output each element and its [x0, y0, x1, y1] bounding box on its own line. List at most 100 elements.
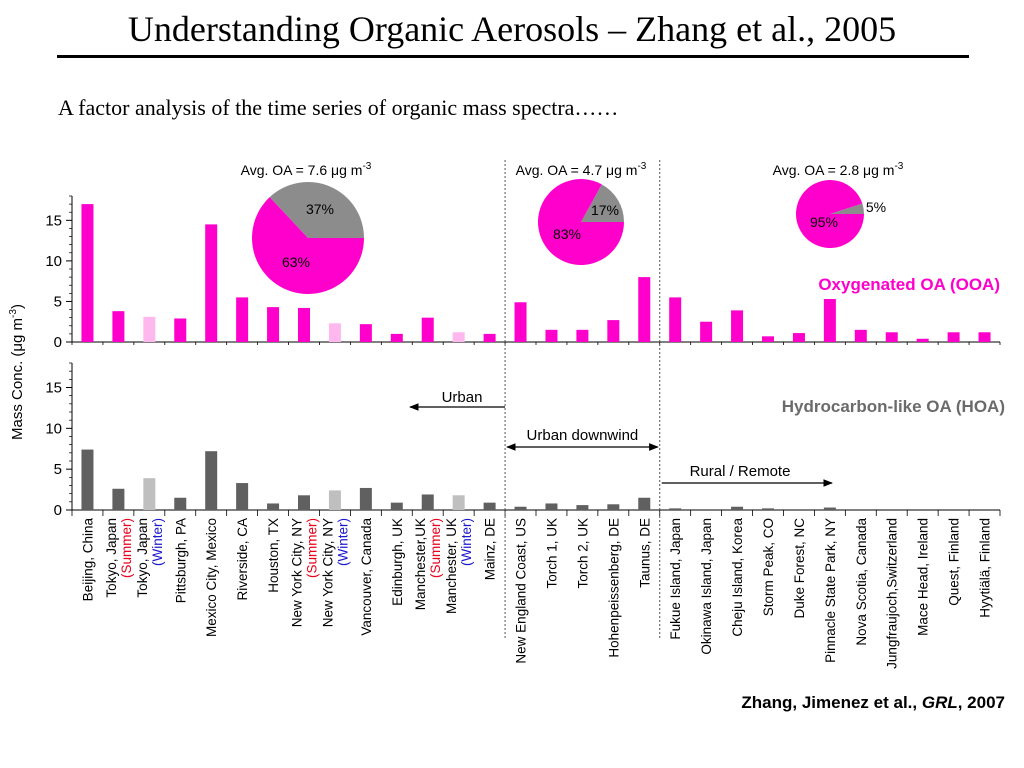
- ooa-bar: [576, 329, 589, 342]
- hoa-bar: [638, 497, 651, 510]
- category-label: Torch 2, UK: [575, 518, 590, 589]
- hoa-bar: [236, 483, 249, 510]
- hoa-y-tick-label: 5: [54, 461, 62, 478]
- urban-label: Urban: [442, 389, 483, 406]
- ooa-bar: [359, 324, 372, 342]
- category-label: Quest, Finland: [947, 518, 962, 606]
- ooa-y-tick-label: 10: [45, 253, 62, 270]
- ooa-bar: [236, 297, 249, 342]
- hoa-bar: [359, 487, 372, 510]
- pie-slice: [796, 179, 864, 248]
- hoa-bar: [205, 451, 218, 510]
- ooa-bar: [885, 332, 898, 342]
- hoa-bar: [143, 478, 156, 510]
- category-label: Storm Peak, CO: [761, 518, 776, 616]
- hoa-bar: [452, 495, 465, 510]
- hoa-bar: [669, 508, 682, 510]
- hoa-bar: [390, 502, 403, 510]
- hoa-bar: [762, 508, 774, 510]
- ooa-bar: [762, 336, 774, 342]
- hoa-bar: [328, 490, 341, 510]
- category-label: Okinawa Island, Japan: [699, 518, 714, 655]
- pie-title: Avg. OA = 4.7 μg m-3: [516, 161, 647, 178]
- ooa-bar: [328, 323, 341, 342]
- category-label: Hyytiälä, Finland: [978, 518, 993, 618]
- category-label: (Winter): [459, 518, 474, 566]
- pie-slice-label: 63%: [282, 254, 310, 270]
- category-label: Edinburgh, UK: [390, 518, 405, 606]
- category-label: (Winter): [150, 518, 165, 566]
- ooa-bar: [731, 310, 744, 342]
- ooa-bar: [669, 297, 682, 342]
- ooa-bar: [823, 299, 836, 342]
- hoa-series-label: Hydrocarbon-like OA (HOA): [782, 397, 1005, 416]
- ooa-bar: [452, 332, 465, 342]
- category-label: Hohenpeissenberg, DE: [606, 518, 621, 658]
- pie-slice: [269, 182, 364, 238]
- category-label: (Summer): [428, 518, 443, 578]
- hoa-bar: [607, 504, 620, 510]
- ooa-bar: [792, 333, 805, 342]
- hoa-bar: [421, 494, 434, 510]
- ooa-y-tick-label: 15: [45, 212, 62, 229]
- ooa-bar: [205, 224, 218, 342]
- rural-remote-label: Rural / Remote: [690, 463, 791, 480]
- pie-slice: [538, 179, 624, 266]
- ooa-bar: [947, 332, 960, 342]
- ooa-bar: [81, 204, 94, 342]
- ooa-series-label: Oxygenated OA (OOA): [818, 275, 1000, 294]
- category-label: Torch 1, UK: [544, 518, 559, 589]
- category-label: Manchester,UK: [413, 518, 428, 610]
- category-label: Beijing, China: [80, 518, 95, 602]
- hoa-y-tick-label: 15: [45, 380, 62, 397]
- pie-slice-label: 83%: [553, 226, 581, 242]
- ooa-bar: [174, 318, 187, 342]
- category-label: (Summer): [305, 518, 320, 578]
- hoa-bar: [576, 505, 589, 510]
- urban-downwind-label: Urban downwind: [527, 427, 639, 444]
- category-label: Cheju Island, Korea: [730, 518, 745, 637]
- hoa-bar: [483, 502, 496, 510]
- category-label: Manchester, UK: [444, 518, 459, 614]
- ooa-bar: [143, 316, 156, 342]
- hoa-bar: [81, 449, 94, 510]
- category-label: Riverside, CA: [235, 518, 250, 601]
- hoa-y-tick-label: 0: [54, 502, 62, 519]
- pie-slice: [581, 184, 624, 222]
- pie-title: Avg. OA = 2.8 μg m-3: [773, 161, 904, 178]
- ooa-bar: [421, 317, 434, 342]
- hoa-bar: [731, 506, 744, 510]
- category-label: Duke Forest, NC: [792, 518, 807, 619]
- slide-title: Understanding Organic Aerosols – Zhang e…: [127, 9, 897, 49]
- ooa-bar: [267, 307, 280, 342]
- hoa-bar: [298, 495, 310, 510]
- category-label: New York City, NY: [320, 518, 335, 627]
- hoa-y-tick-label: 10: [45, 420, 62, 437]
- category-label: Tokyo, Japan: [104, 518, 119, 598]
- category-label: Fukue Island, Japan: [668, 518, 683, 640]
- category-label: Houston, TX: [266, 518, 281, 593]
- ooa-bar: [483, 333, 496, 342]
- ooa-bar: [298, 307, 310, 342]
- ooa-bar: [854, 329, 867, 342]
- pie-slice: [830, 203, 864, 214]
- pie-slice-label: 17%: [591, 202, 619, 218]
- category-label: Jungfraujoch,Switzerland: [885, 518, 900, 669]
- ooa-bar: [638, 277, 651, 342]
- ooa-bar: [112, 311, 125, 342]
- category-label: New York City, NY: [290, 518, 305, 627]
- hoa-bar: [267, 503, 280, 510]
- pie-slice-label: 95%: [810, 214, 838, 230]
- ooa-y-tick-label: 0: [54, 334, 62, 351]
- pie-slice-label: 37%: [306, 201, 334, 217]
- title-divider: [57, 55, 969, 58]
- category-label: Pittsburgh, PA: [173, 518, 188, 603]
- category-label: Vancouver, Canada: [359, 518, 374, 636]
- y-axis-label: Mass Conc. (μg m-3): [8, 304, 26, 440]
- ooa-bar: [916, 338, 929, 342]
- category-label: (Summer): [119, 518, 134, 578]
- ooa-bar: [607, 320, 620, 342]
- category-label: Taunus, DE: [637, 518, 652, 588]
- citation: Zhang, Jimenez et al., GRL, 2007: [741, 693, 1005, 712]
